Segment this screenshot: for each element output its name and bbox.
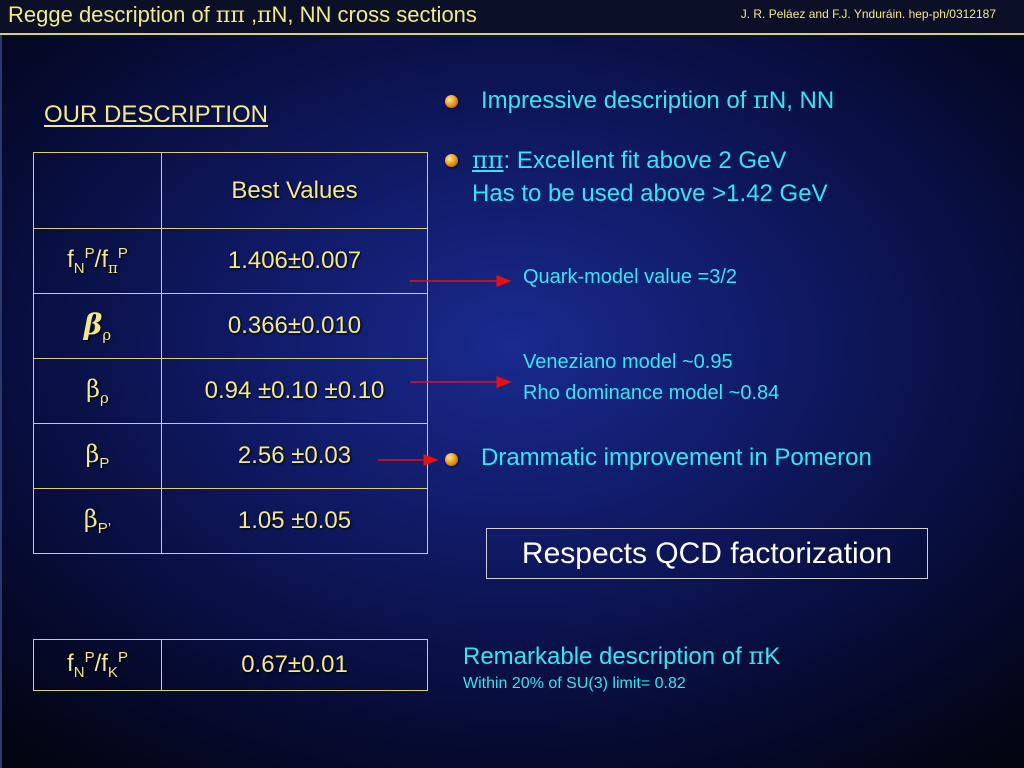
param-label: βP’ (33, 488, 162, 554)
note-remarkable: Remarkable description of πK (463, 642, 781, 670)
slide-header: Regge description of ππ ,πN, NN cross se… (0, 0, 1024, 35)
note-quark-model: Quark-model value =3/2 (523, 266, 738, 288)
param-label: fNP/fπP (33, 228, 162, 294)
table-row: fNP/fKP 0.67±0.01 (33, 639, 428, 691)
slide-credit: J. R. Peláez and F.J. Ynduráin. hep-ph/0… (740, 7, 996, 21)
table-row: βP’ 1.05 ±0.05 (33, 488, 428, 554)
note-pipi-fit: ππ: Excellent fit above 2 GeV (472, 146, 787, 174)
param-label: fNP/fKP (33, 639, 162, 691)
note-veneziano: Veneziano model ~0.95 (523, 351, 733, 373)
param-label: βP (33, 423, 162, 489)
note-impressive: Impressive description of πN, NN (481, 86, 835, 114)
table-row: βρ 0.94 ±0.10 ±0.10 (33, 358, 428, 424)
param-value: 1.406±0.007 (161, 228, 428, 294)
param-value: 0.366±0.010 (161, 293, 428, 359)
param-value: 0.94 ±0.10 ±0.10 (161, 358, 428, 424)
param-value: 1.05 ±0.05 (161, 488, 428, 554)
best-values-table: Best Values fNP/fπP 1.406±0.007 βρ 0.366… (33, 152, 428, 554)
note-su3: Within 20% of SU(3) limit= 0.82 (463, 675, 686, 692)
note-rho-dominance: Rho dominance model ~0.84 (523, 382, 780, 404)
param-value: 0.67±0.01 (161, 639, 428, 691)
table-corner-cell (33, 152, 162, 229)
bullet-ball-icon (445, 453, 458, 466)
param-value: 2.56 ±0.03 (161, 423, 428, 489)
param-label: βρ (33, 358, 162, 424)
bullet-ball-icon (445, 154, 458, 167)
section-title: OUR DESCRIPTION (44, 101, 269, 128)
table-row: βP 2.56 ±0.03 (33, 423, 428, 489)
table-row: βρ 0.366±0.010 (33, 293, 428, 359)
note-pipi-range: Has to be used above >1.42 GeV (472, 180, 828, 207)
table-header-row: Best Values (33, 152, 428, 229)
table-header-cell: Best Values (161, 152, 428, 229)
bullet-ball-icon (445, 95, 458, 108)
pk-ratio-table: fNP/fKP 0.67±0.01 (33, 639, 428, 691)
slide-frame-edge (0, 35, 2, 768)
param-label: βρ (33, 293, 162, 359)
note-drammatic: Drammatic improvement in Pomeron (481, 444, 872, 471)
slide-title: Regge description of ππ ,πN, NN cross se… (8, 2, 477, 28)
qcd-factorization-box: Respects QCD factorization (486, 528, 928, 579)
table-row: fNP/fπP 1.406±0.007 (33, 228, 428, 294)
